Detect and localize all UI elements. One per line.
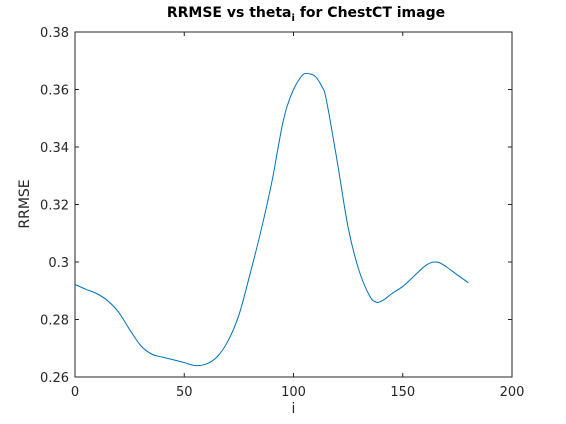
- axes-box: [74, 31, 513, 378]
- y-tick-label: 0.32: [40, 199, 69, 214]
- series-line: [74, 72, 469, 367]
- chart-title-main: RRMSE vs theta: [166, 5, 292, 21]
- x-tick-label: 100: [281, 385, 306, 400]
- chart-title: RRMSE vs thetai for ChestCT image: [0, 5, 566, 24]
- chart-title-suffix: for ChestCT image: [299, 5, 446, 21]
- y-tick-label: 0.3: [48, 256, 69, 271]
- y-tick-label: 0.34: [40, 141, 69, 156]
- x-tick-label: 0: [71, 385, 79, 400]
- chart-title-subscript: i: [291, 12, 295, 24]
- y-tick-label: 0.38: [40, 26, 69, 41]
- x-tick-label: 50: [176, 385, 193, 400]
- x-axis-ticks: 0 50 100 150 200: [71, 32, 525, 400]
- y-tick-label: 0.28: [40, 314, 69, 329]
- y-tick-label: 0.26: [40, 371, 69, 386]
- y-axis-ticks: 0.26 0.28 0.3 0.32 0.34 0.36 0.38: [40, 26, 512, 386]
- y-tick-label: 0.36: [40, 84, 69, 99]
- x-tick-label: 150: [390, 385, 415, 400]
- y-axis-label: RRMSE: [17, 179, 33, 229]
- x-tick-label: 200: [500, 385, 525, 400]
- x-axis-label: i: [291, 401, 296, 417]
